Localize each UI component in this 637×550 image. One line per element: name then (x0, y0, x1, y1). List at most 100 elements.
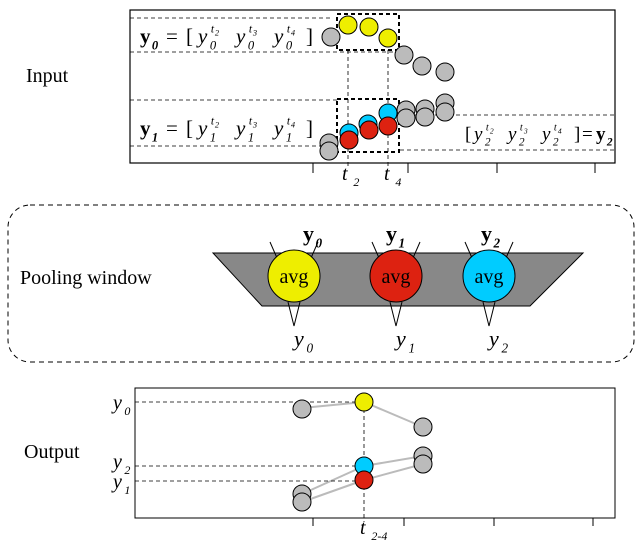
subscript: 2 (485, 137, 491, 149)
symbol: [ (186, 24, 193, 48)
subscript: 0 (306, 341, 313, 356)
symbol: y (196, 24, 208, 48)
symbol: ] (574, 124, 580, 145)
superscript-sub: 2 (215, 29, 219, 38)
symbol: y (111, 392, 122, 414)
subscript: 1 (248, 130, 254, 144)
symbol: y (140, 116, 151, 140)
symbol: = (166, 24, 178, 48)
ticks (312, 518, 594, 526)
subscript: 0 (286, 38, 293, 52)
superscript-sub: 3 (523, 126, 528, 135)
superscript: t (520, 123, 524, 134)
subscript: 1 (124, 483, 130, 497)
superscript-sub: 3 (252, 29, 257, 38)
superscript-sub: 3 (252, 121, 257, 130)
superscript: t (249, 24, 253, 36)
subscript: 1 (152, 130, 158, 144)
links (301, 401, 424, 503)
subscript: 0 (315, 236, 322, 251)
connectors (269, 241, 514, 327)
symbol: y (272, 116, 284, 140)
subscript: 2 (501, 341, 508, 356)
pooling-panel (7, 204, 635, 363)
symbol: y (540, 124, 551, 145)
subscript: 2 (553, 137, 559, 149)
symbol: y (596, 124, 606, 145)
symbol: = (582, 124, 593, 145)
symbol: y (111, 471, 122, 493)
superscript-sub: 4 (558, 126, 562, 135)
output-panel (134, 387, 616, 526)
subscript: 2 (519, 137, 525, 149)
symbol: y (394, 326, 406, 351)
section-label: Input (26, 65, 69, 87)
avg-node (462, 249, 516, 303)
symbol: t (342, 163, 348, 185)
symbol: y (272, 24, 284, 48)
symbol: y (234, 24, 246, 48)
avg-label: avg (280, 266, 309, 288)
superscript: t (554, 123, 558, 134)
symbol: [ (186, 116, 193, 140)
symbol: y (487, 326, 499, 351)
subscript: 2 (124, 463, 130, 477)
superscript-sub: 4 (291, 29, 295, 38)
symbol: y (386, 221, 397, 246)
pooling-box (7, 204, 635, 363)
subscript: 2 (492, 236, 500, 251)
subscript: 0 (124, 404, 130, 418)
symbol: t (384, 163, 390, 185)
symbol: ] (306, 116, 313, 140)
superscript-sub: 2 (215, 121, 219, 130)
subscript: 1 (286, 130, 292, 144)
symbol: y (196, 116, 208, 140)
symbol: y (303, 221, 314, 246)
superscript-sub: 4 (291, 121, 295, 130)
symbol: y (140, 24, 151, 48)
subscript: 0 (152, 38, 159, 52)
guides (130, 17, 615, 168)
ticks (312, 163, 596, 173)
superscript: t (287, 116, 291, 128)
subscript: 2 (353, 175, 359, 189)
symbol: y (506, 124, 517, 145)
subscript: 0 (210, 38, 217, 52)
symbol: [ (465, 124, 471, 145)
input-panel (129, 9, 616, 173)
input-box (129, 9, 616, 164)
symbol: ] (306, 24, 313, 48)
section-label: Pooling window (20, 267, 152, 289)
symbol: y (111, 451, 122, 473)
symbol: = (166, 116, 178, 140)
superscript: t (211, 24, 215, 36)
subscript: 0 (248, 38, 255, 52)
superscript-sub: 2 (490, 126, 494, 135)
guides (135, 401, 365, 522)
superscript: t (287, 24, 291, 36)
superscript: t (211, 116, 215, 128)
symbol: y (292, 326, 304, 351)
subscript: 4 (395, 175, 401, 189)
output-box (134, 387, 616, 519)
points (319, 15, 455, 161)
symbol: y (472, 124, 483, 145)
symbol: t (360, 517, 366, 539)
subscript: 1 (408, 341, 415, 356)
symbol: y (481, 221, 492, 246)
avg-node (267, 249, 321, 303)
subscript: 1 (398, 236, 405, 251)
subscript: 2-4 (371, 529, 387, 543)
window (336, 98, 400, 153)
points (292, 392, 433, 512)
avg-node (369, 249, 423, 303)
subscript: 2 (606, 137, 613, 149)
avg-label: avg (382, 266, 411, 288)
section-label: Output (24, 441, 80, 463)
symbol: y (234, 116, 246, 140)
superscript: t (249, 116, 253, 128)
superscript: t (486, 123, 490, 134)
avg-label: avg (475, 266, 504, 288)
subscript: 1 (210, 130, 216, 144)
